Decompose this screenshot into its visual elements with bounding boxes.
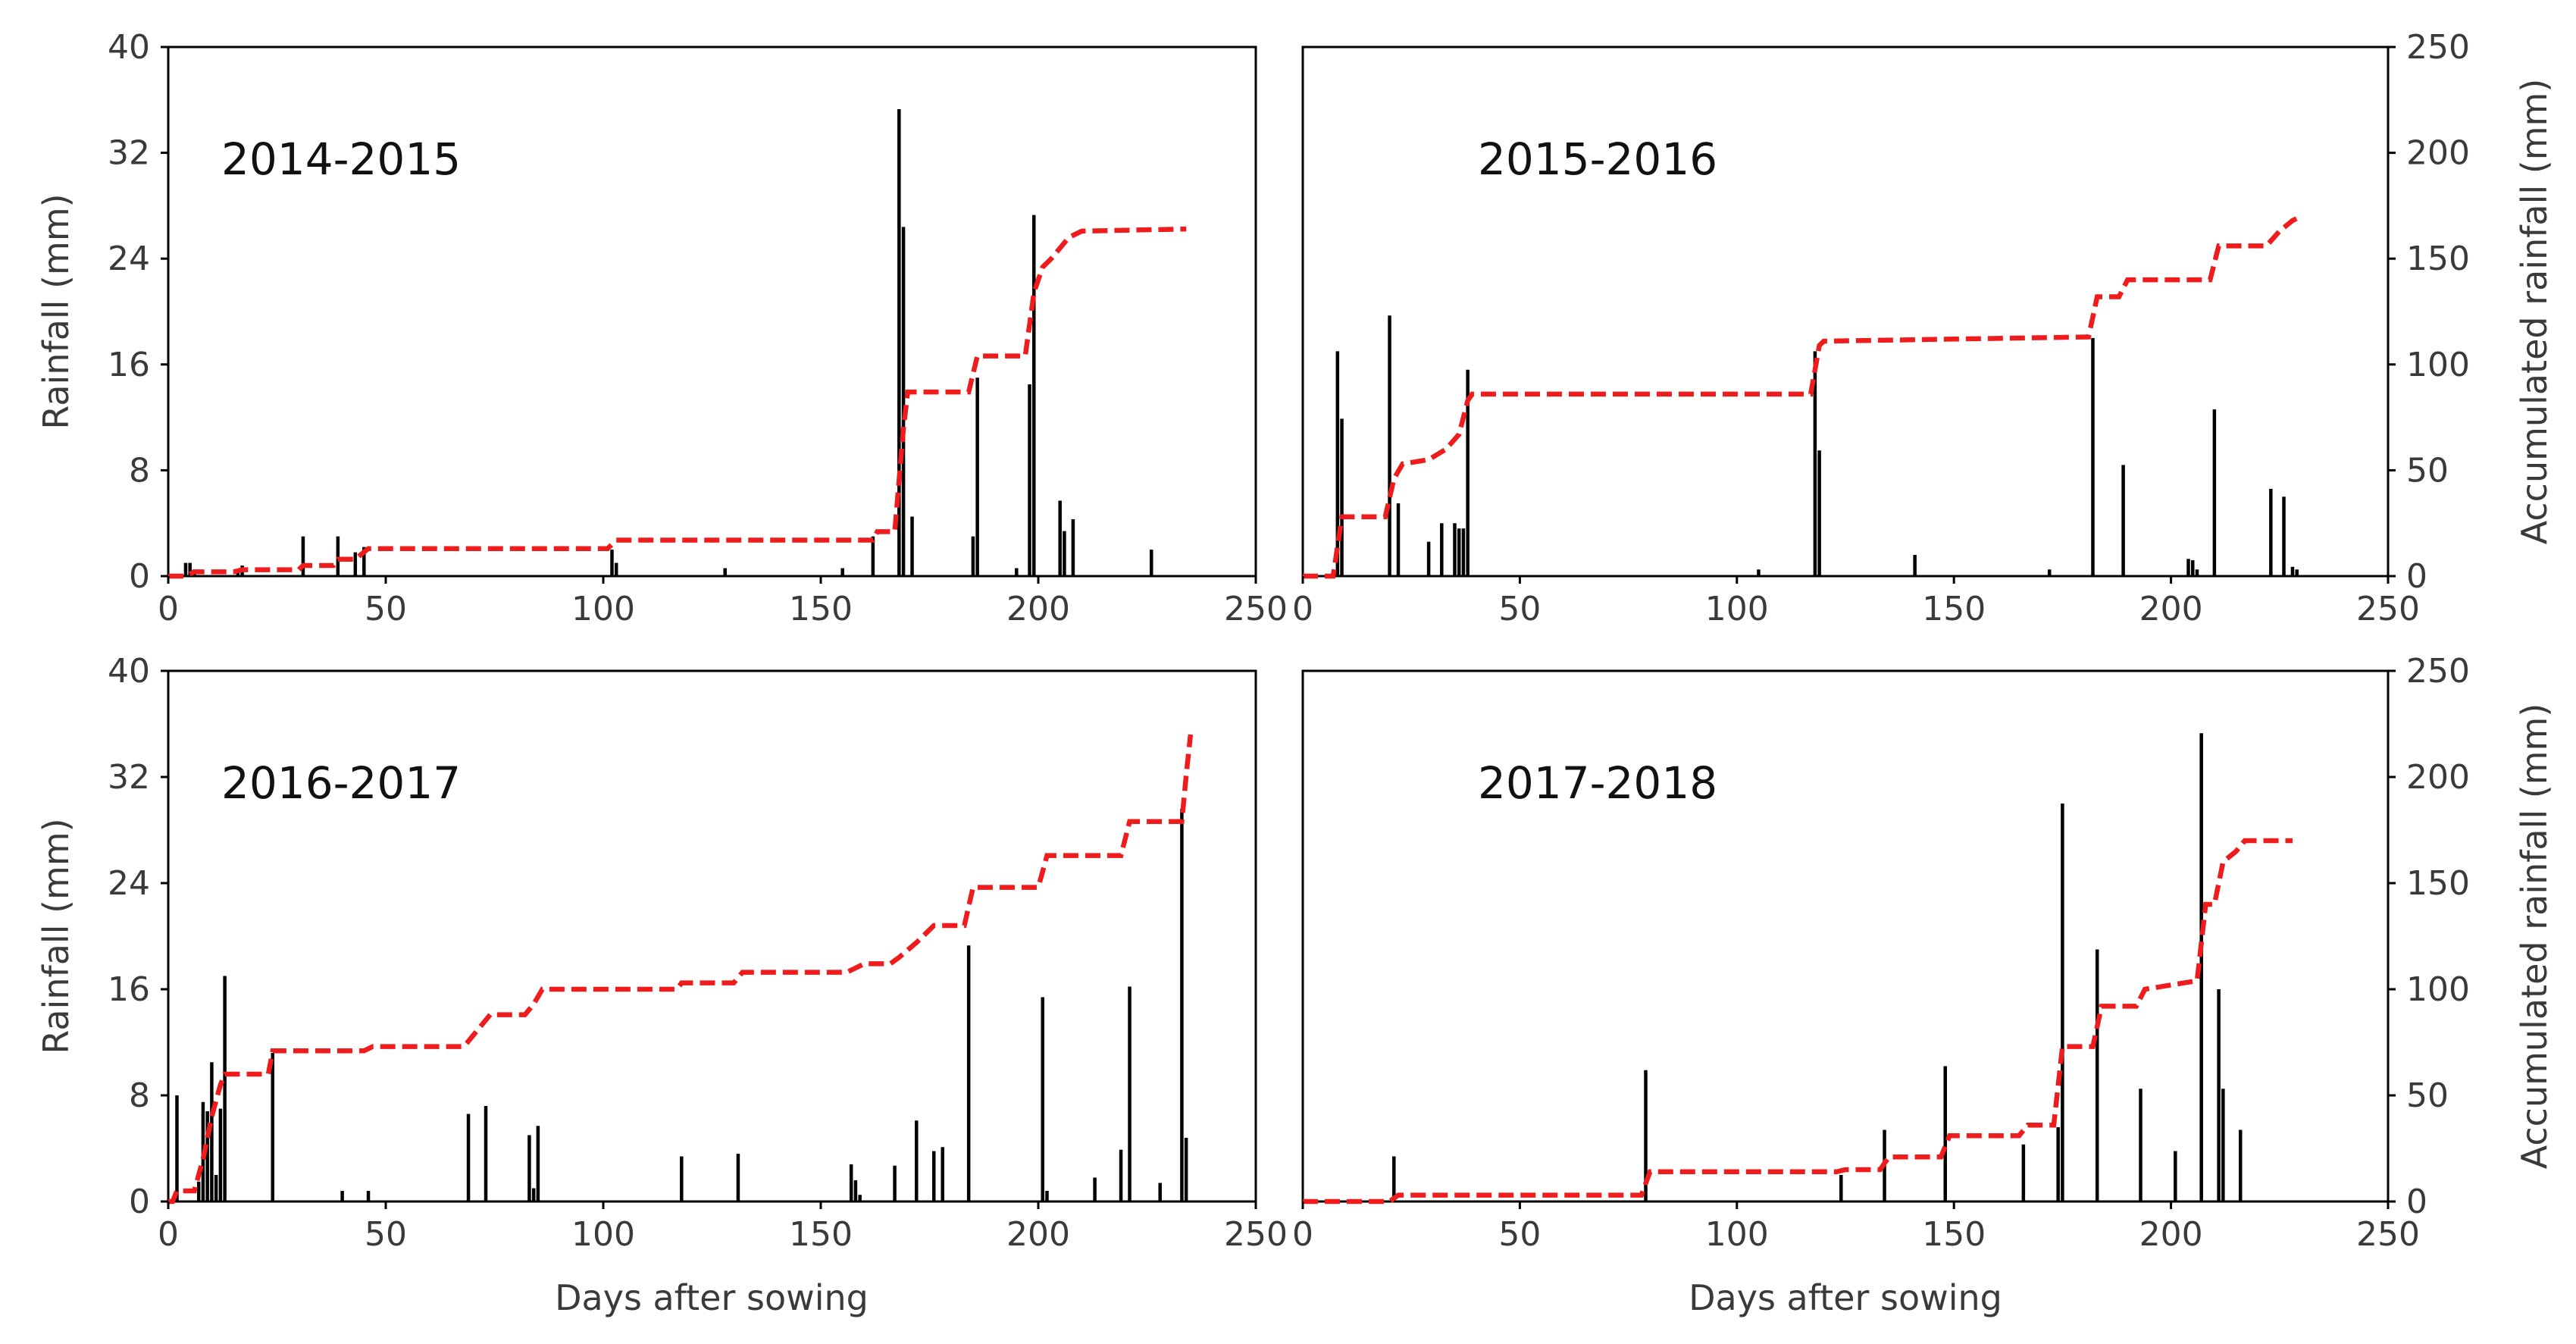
panel-2016-2017: 0 50 100 150 200 250 0 8 16 24 32 40 2016-2017 Rai… bbox=[36, 652, 1288, 1318]
x-tick-label: 250 bbox=[1224, 590, 1288, 628]
x-tick-label: 250 bbox=[1224, 1215, 1288, 1254]
y-tick-label: 40 bbox=[108, 28, 150, 67]
y2-tick-label: 0 bbox=[2406, 1183, 2427, 1221]
plot-frame bbox=[1301, 669, 2390, 1203]
x-axis-title: Days after sowing bbox=[1689, 1277, 2002, 1318]
y-tick-label: 16 bbox=[108, 346, 150, 384]
y-axis-title: Rainfall (mm) bbox=[36, 193, 77, 429]
x-axis-ticks: 0 50 100 150 200 250 bbox=[1292, 1201, 2420, 1254]
x-tick-label: 150 bbox=[1922, 590, 1986, 628]
y-tick-label: 0 bbox=[129, 557, 150, 596]
left-y-axis-ticks: 0 8 16 24 32 40 bbox=[108, 28, 168, 596]
x-tick-label: 250 bbox=[2356, 590, 2420, 628]
x-tick-label: 100 bbox=[571, 590, 635, 628]
x-tick-label: 50 bbox=[365, 1215, 407, 1254]
panel-title: 2014-2015 bbox=[221, 133, 461, 185]
panel-2014-2015: 0 50 100 150 200 250 0 8 16 24 32 40 2014-2015 Rai… bbox=[36, 28, 1288, 628]
x-axis-ticks: 0 50 100 150 200 250 bbox=[158, 1201, 1288, 1254]
x-tick-label: 200 bbox=[1006, 590, 1070, 628]
plot-frame bbox=[167, 669, 1257, 1203]
y2-axis-title: Accumulated rainfall (mm) bbox=[2514, 703, 2555, 1170]
y2-tick-label: 50 bbox=[2406, 451, 2449, 490]
y2-tick-label: 200 bbox=[2406, 758, 2470, 797]
y-axis-title: Rainfall (mm) bbox=[36, 818, 77, 1054]
panel-title: 2015-2016 bbox=[1478, 133, 1717, 185]
x-tick-label: 250 bbox=[2356, 1215, 2420, 1254]
x-tick-label: 0 bbox=[1292, 590, 1313, 628]
x-tick-label: 100 bbox=[1705, 590, 1769, 628]
x-tick-label: 0 bbox=[158, 1215, 179, 1254]
x-tick-label: 200 bbox=[2139, 590, 2203, 628]
x-tick-label: 100 bbox=[1705, 1215, 1769, 1254]
x-tick-label: 150 bbox=[789, 590, 853, 628]
y2-tick-label: 50 bbox=[2406, 1076, 2449, 1115]
y2-tick-label: 0 bbox=[2406, 557, 2427, 596]
y-tick-label: 24 bbox=[108, 240, 150, 278]
x-tick-label: 200 bbox=[2139, 1215, 2203, 1254]
panel-title: 2016-2017 bbox=[221, 757, 461, 809]
accumulated-rainfall-line bbox=[1303, 214, 2302, 579]
x-tick-label: 50 bbox=[365, 590, 407, 628]
x-tick-label: 150 bbox=[1922, 1215, 1986, 1254]
x-tick-label: 0 bbox=[1292, 1215, 1313, 1254]
plot-frame bbox=[167, 45, 1257, 578]
y2-tick-label: 250 bbox=[2406, 28, 2470, 67]
y-tick-label: 8 bbox=[129, 451, 150, 490]
x-tick-label: 50 bbox=[1498, 590, 1541, 628]
y-tick-label: 16 bbox=[108, 970, 150, 1009]
panel-title: 2017-2018 bbox=[1478, 757, 1717, 809]
x-tick-label: 150 bbox=[789, 1215, 853, 1254]
x-tick-label: 50 bbox=[1498, 1215, 1541, 1254]
rainfall-bars bbox=[1392, 733, 2243, 1201]
y-tick-label: 32 bbox=[108, 758, 150, 797]
right-y-axis-ticks: 0 50 100 150 200 250 bbox=[2388, 652, 2470, 1221]
y-tick-label: 32 bbox=[108, 134, 150, 173]
right-y-axis-ticks: 0 50 100 150 200 250 bbox=[2388, 28, 2470, 596]
rainfall-bars bbox=[183, 109, 1153, 576]
accumulated-rainfall-line bbox=[168, 226, 1187, 579]
accumulated-rainfall-line bbox=[1303, 838, 2293, 1205]
rainfall-bars bbox=[1335, 315, 2299, 576]
y2-tick-label: 100 bbox=[2406, 970, 2470, 1009]
x-axis-title: Days after sowing bbox=[555, 1277, 869, 1318]
y2-axis-title: Accumulated rainfall (mm) bbox=[2514, 79, 2555, 545]
y2-tick-label: 100 bbox=[2406, 346, 2470, 384]
y2-tick-label: 150 bbox=[2406, 864, 2470, 903]
y-tick-label: 8 bbox=[129, 1076, 150, 1115]
y2-tick-label: 200 bbox=[2406, 134, 2470, 173]
y2-tick-label: 150 bbox=[2406, 240, 2470, 278]
x-axis-ticks: 0 50 100 150 200 250 bbox=[1292, 576, 2420, 628]
x-axis-ticks: 0 50 100 150 200 250 bbox=[158, 576, 1288, 628]
y-tick-label: 40 bbox=[108, 652, 150, 691]
y-tick-label: 24 bbox=[108, 864, 150, 903]
panel-2015-2016: 0 50 100 150 200 250 0 50 100 150 200 250 2015-201… bbox=[1292, 28, 2555, 628]
y-tick-label: 0 bbox=[129, 1183, 150, 1221]
left-y-axis-ticks: 0 8 16 24 32 40 bbox=[108, 652, 168, 1221]
panel-2017-2018: 0 50 100 150 200 250 0 50 100 150 200 250 2017-201… bbox=[1292, 652, 2555, 1318]
rainfall-bars bbox=[175, 809, 1188, 1201]
y2-tick-label: 250 bbox=[2406, 652, 2470, 691]
x-tick-label: 200 bbox=[1006, 1215, 1070, 1254]
accumulated-rainfall-line bbox=[168, 734, 1194, 1205]
plot-frame bbox=[1301, 45, 2390, 578]
x-tick-label: 0 bbox=[158, 590, 179, 628]
x-tick-label: 100 bbox=[571, 1215, 635, 1254]
